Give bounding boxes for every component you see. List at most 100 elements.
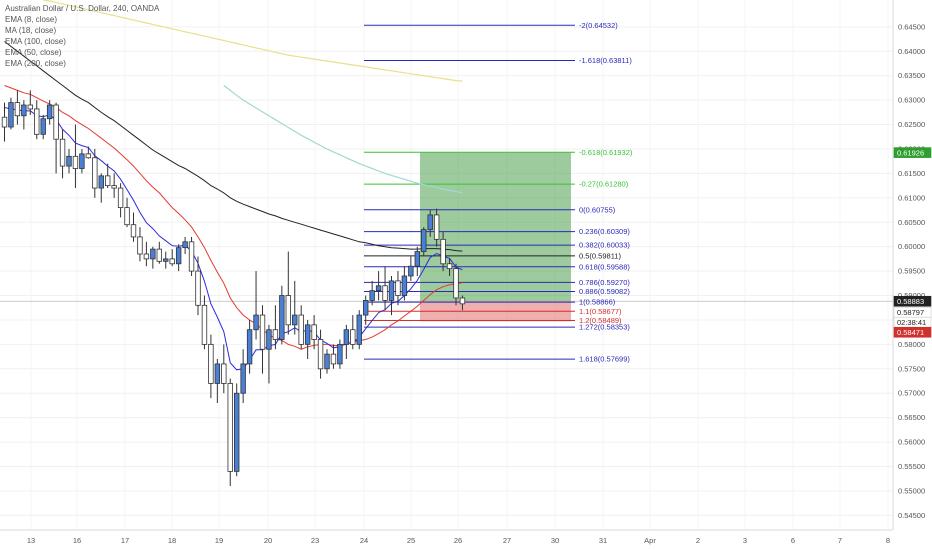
- time-tick-label: 24: [360, 536, 368, 545]
- legend-ema100: EMA (100, close): [5, 37, 66, 46]
- candle: [246, 319, 253, 374]
- candle: [446, 258, 453, 276]
- bull-candle-body: [21, 104, 27, 117]
- candle: [221, 344, 227, 394]
- bull-candle-body: [324, 353, 330, 370]
- time-tick-label: 20: [264, 536, 272, 545]
- price-tick-label: 0.64000: [898, 47, 925, 56]
- moving-averages: [4, 0, 463, 371]
- bull-candle-body: [401, 275, 408, 296]
- bear-candle-body: [137, 236, 143, 255]
- candle: [279, 285, 285, 345]
- candle: [395, 271, 401, 306]
- candle: [453, 263, 459, 306]
- time-tick-label: 8: [886, 536, 890, 545]
- candle: [233, 383, 240, 477]
- price-tick-label: 0.57500: [898, 364, 925, 373]
- bear-candle-body: [395, 280, 401, 296]
- price-tag-box: [893, 326, 932, 338]
- legend: Australian Dollar / U.S. Dollar, 240, OA…: [5, 4, 160, 68]
- bear-candle-body: [201, 304, 208, 345]
- price-tick-label: 0.59000: [898, 291, 925, 300]
- candle: [208, 334, 214, 399]
- candle: [156, 241, 162, 264]
- candle: [253, 271, 259, 340]
- candle: [105, 163, 111, 189]
- candle: [375, 271, 382, 301]
- ma18-line: [4, 85, 463, 350]
- candle: [421, 227, 427, 257]
- bull-candle-body: [279, 295, 285, 340]
- candle: [337, 339, 343, 369]
- time-axis[interactable]: 13 16 17 18 19 20 23 24 25 26 27 30 31 Apr 2 3 6 7 8: [0, 529, 932, 550]
- time-tick-label: 23: [311, 536, 319, 545]
- bull-candle-body: [182, 241, 188, 249]
- bear-candle-body: [117, 187, 124, 209]
- candle: [369, 280, 375, 306]
- profit-zone[interactable]: [420, 152, 571, 302]
- time-tick-label: 16: [73, 536, 81, 545]
- bull-candle-body: [79, 153, 85, 169]
- candle: [362, 295, 369, 325]
- bear-candle-body: [27, 104, 33, 110]
- candle: [292, 280, 298, 335]
- bull-candle-body: [233, 392, 240, 472]
- price-tick-label: 0.63500: [898, 71, 925, 80]
- chart-title: Australian Dollar / U.S. Dollar, 240, OA…: [5, 4, 160, 13]
- candle: [214, 359, 221, 403]
- candle: [330, 344, 337, 369]
- time-tick-label: Apr: [644, 536, 656, 545]
- fib-level-label: -2(0.64532): [579, 21, 618, 30]
- candle: [201, 295, 208, 350]
- bear-candle-body: [130, 224, 137, 238]
- ema100-line: [4, 41, 463, 252]
- candle: [163, 251, 169, 269]
- fibonacci-levels[interactable]: -2(0.64532) -1.618(0.63811) -0.618(0.61932…: [364, 21, 633, 364]
- fib-level-label: 1.1(0.58677): [579, 307, 622, 316]
- bear-candle-body: [227, 383, 233, 472]
- price-tick-label: 0.57000: [898, 389, 925, 398]
- bear-candle-body: [208, 343, 214, 384]
- bear-candle-body: [1, 116, 8, 128]
- bull-candle-body: [337, 343, 343, 365]
- fib-level-label: 0.5(0.59811): [579, 251, 621, 260]
- fib-level-label: -0.27(0.61280): [579, 180, 629, 189]
- price-tag: 0.58883: [893, 295, 932, 307]
- price-tag: 0.58471: [893, 326, 932, 338]
- time-tick-label: 18: [168, 536, 176, 545]
- price-tick-label: 0.61000: [898, 193, 925, 202]
- bull-candle-body: [253, 314, 259, 331]
- bull-candle-body: [292, 314, 298, 326]
- bear-candle-body: [382, 285, 388, 301]
- bear-candle-body: [169, 258, 175, 265]
- candle: [401, 266, 408, 301]
- candle: [130, 212, 137, 242]
- candle: [66, 148, 72, 174]
- candle: [150, 246, 156, 269]
- bull-candle-body: [66, 155, 72, 167]
- time-tick-label: 6: [791, 536, 795, 545]
- bull-candle-body: [246, 329, 253, 365]
- candle: [124, 197, 130, 228]
- bear-candle-body: [59, 138, 66, 167]
- candle: [240, 349, 246, 403]
- candle: [195, 256, 201, 316]
- time-axis-background: [0, 530, 932, 550]
- price-tick-label: 0.58000: [898, 340, 925, 349]
- bull-candle-body: [427, 214, 433, 230]
- candles: [1, 90, 466, 487]
- bull-candle-body: [163, 258, 169, 262]
- candle: [143, 241, 150, 267]
- bear-candle-body: [92, 157, 98, 189]
- price-axis[interactable]: 0.645000.640000.635000.630000.625000.620…: [892, 0, 932, 550]
- candle: [98, 173, 104, 203]
- price-tag: 02:38:41: [893, 316, 932, 328]
- bull-candle-body: [8, 102, 14, 128]
- fib-level-label: 0.618(0.59588): [579, 262, 630, 271]
- candle: [21, 100, 27, 130]
- legend-ema8: EMA (8, close): [5, 15, 57, 24]
- price-tick-label: 0.56000: [898, 438, 925, 447]
